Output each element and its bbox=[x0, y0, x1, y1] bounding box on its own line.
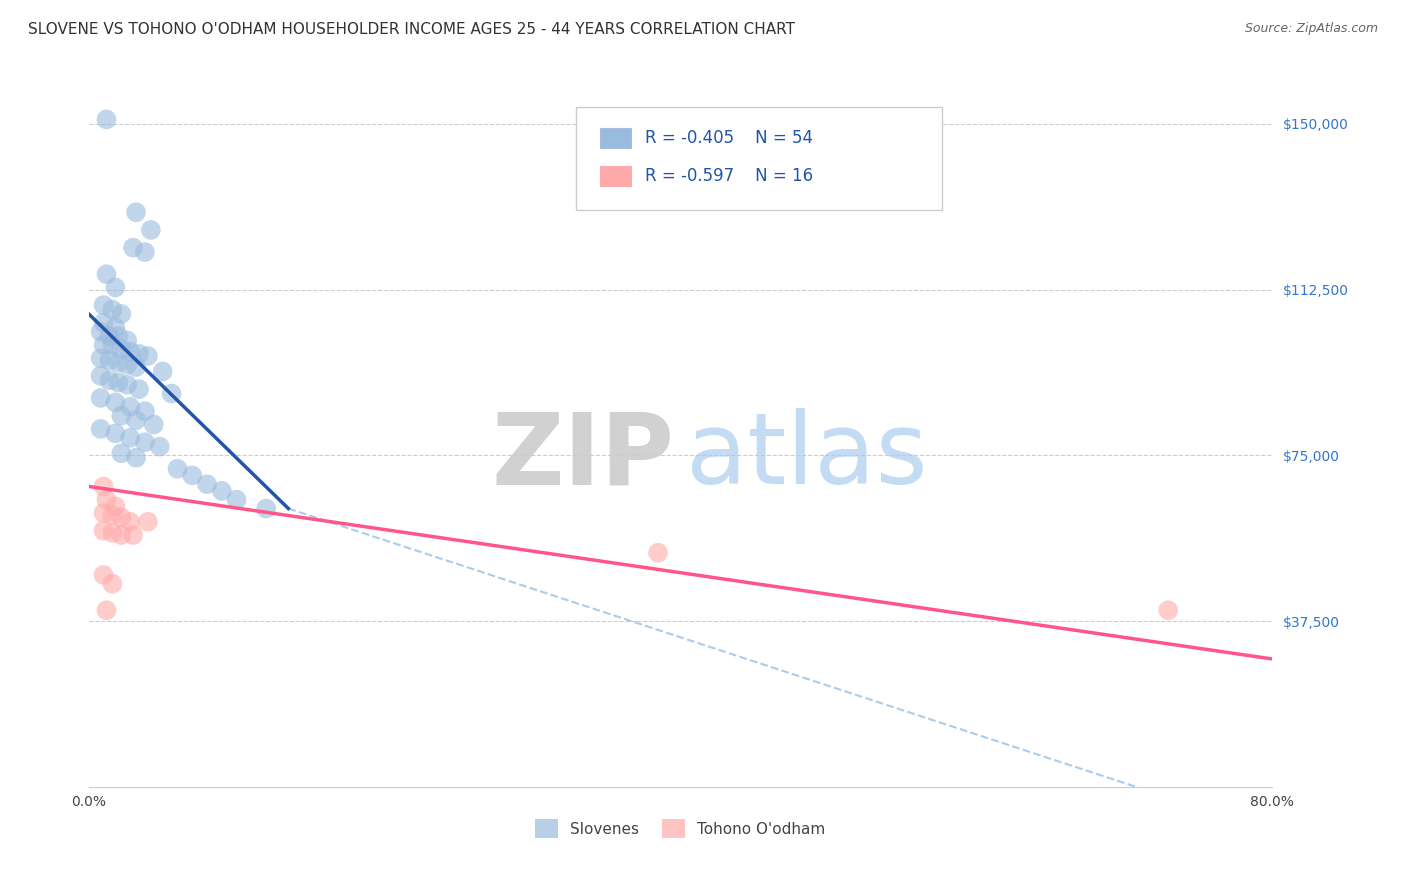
Point bbox=[101, 576, 124, 591]
Point bbox=[149, 440, 172, 454]
Point bbox=[107, 376, 129, 390]
Point bbox=[98, 353, 121, 368]
Point bbox=[110, 446, 132, 460]
Text: R = -0.405    N = 54: R = -0.405 N = 54 bbox=[645, 129, 813, 147]
Point bbox=[136, 349, 159, 363]
Point bbox=[134, 404, 156, 418]
Text: R = -0.597    N = 16: R = -0.597 N = 16 bbox=[645, 167, 814, 185]
Point bbox=[90, 391, 112, 405]
Point bbox=[125, 413, 148, 427]
Point bbox=[93, 298, 115, 312]
Point bbox=[96, 603, 118, 617]
Point bbox=[93, 567, 115, 582]
Point bbox=[160, 386, 183, 401]
Point bbox=[122, 528, 145, 542]
Point bbox=[110, 510, 132, 524]
Point bbox=[181, 468, 204, 483]
Point bbox=[128, 347, 150, 361]
Point bbox=[125, 205, 148, 219]
Point bbox=[120, 400, 142, 414]
Point bbox=[104, 395, 127, 409]
Point bbox=[1157, 603, 1180, 617]
Point bbox=[110, 307, 132, 321]
Point bbox=[134, 245, 156, 260]
Point bbox=[107, 356, 129, 370]
Point bbox=[110, 409, 132, 423]
Point bbox=[115, 334, 138, 348]
Point bbox=[120, 431, 142, 445]
Point bbox=[120, 515, 142, 529]
Point bbox=[101, 302, 124, 317]
Point bbox=[93, 316, 115, 330]
Point bbox=[125, 450, 148, 465]
Point bbox=[104, 320, 127, 334]
Point bbox=[128, 382, 150, 396]
Point bbox=[136, 515, 159, 529]
Text: atlas: atlas bbox=[686, 408, 928, 505]
Point bbox=[166, 461, 188, 475]
Point bbox=[98, 329, 121, 343]
Point bbox=[93, 506, 115, 520]
Point bbox=[90, 351, 112, 366]
Point bbox=[647, 546, 669, 560]
Point bbox=[139, 223, 162, 237]
Point bbox=[104, 280, 127, 294]
Point bbox=[96, 492, 118, 507]
Point bbox=[101, 508, 124, 523]
Point bbox=[96, 267, 118, 281]
Point bbox=[115, 377, 138, 392]
Point bbox=[152, 364, 174, 378]
Point bbox=[134, 435, 156, 450]
Point bbox=[101, 525, 124, 540]
Text: SLOVENE VS TOHONO O'ODHAM HOUSEHOLDER INCOME AGES 25 - 44 YEARS CORRELATION CHAR: SLOVENE VS TOHONO O'ODHAM HOUSEHOLDER IN… bbox=[28, 22, 796, 37]
Point bbox=[107, 329, 129, 343]
Point bbox=[101, 338, 124, 352]
Point bbox=[120, 344, 142, 359]
Point bbox=[195, 477, 218, 491]
Point bbox=[93, 479, 115, 493]
Point bbox=[90, 422, 112, 436]
Point bbox=[211, 483, 233, 498]
Point bbox=[225, 492, 247, 507]
Text: ZIP: ZIP bbox=[492, 408, 675, 505]
Point bbox=[110, 343, 132, 357]
Text: Source: ZipAtlas.com: Source: ZipAtlas.com bbox=[1244, 22, 1378, 36]
Point bbox=[90, 325, 112, 339]
Point bbox=[125, 359, 148, 374]
Point bbox=[104, 500, 127, 514]
Point bbox=[98, 373, 121, 387]
Legend: Slovenes, Tohono O'odham: Slovenes, Tohono O'odham bbox=[529, 814, 831, 844]
Point bbox=[104, 426, 127, 441]
Point bbox=[254, 501, 277, 516]
Point bbox=[93, 524, 115, 538]
Point bbox=[96, 112, 118, 127]
Point bbox=[110, 528, 132, 542]
Point bbox=[115, 358, 138, 372]
Point bbox=[122, 241, 145, 255]
Point bbox=[142, 417, 165, 432]
Point bbox=[93, 338, 115, 352]
Point bbox=[90, 368, 112, 383]
